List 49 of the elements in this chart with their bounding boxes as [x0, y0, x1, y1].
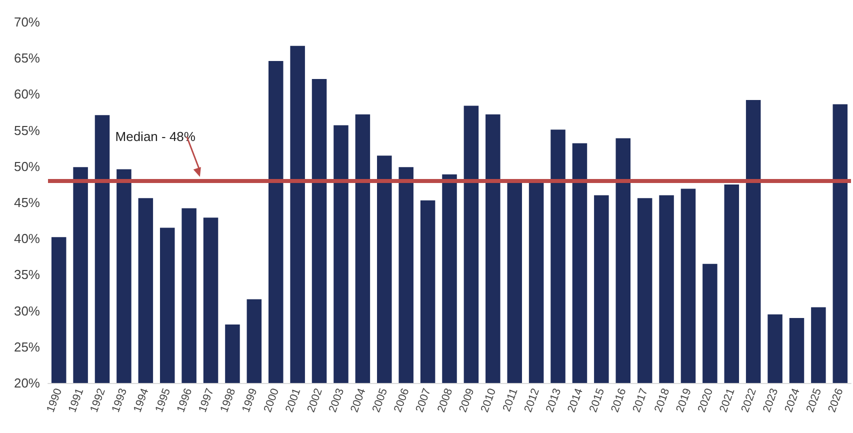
- y-tick-label: 25%: [14, 339, 40, 354]
- x-tick-label: 2005: [370, 386, 390, 414]
- x-tick-label: 2020: [696, 386, 716, 414]
- x-tick-label: 1995: [153, 386, 174, 414]
- y-tick-label: 20%: [14, 376, 40, 390]
- x-tick-label: 1998: [218, 386, 238, 414]
- x-tick-label: 1999: [240, 386, 260, 414]
- x-tick-label: 1993: [110, 386, 130, 414]
- x-tick-label: 2025: [804, 386, 824, 414]
- x-tick-label: 1994: [132, 386, 152, 414]
- x-tick-label: 2024: [782, 386, 802, 414]
- x-tick-label: 1992: [88, 386, 108, 414]
- x-tick-label: 1996: [175, 386, 195, 414]
- y-tick-label: 30%: [14, 303, 40, 318]
- x-tick-label: 2018: [652, 386, 672, 414]
- x-tick-label: 2026: [826, 386, 846, 414]
- x-tick-label: 2022: [739, 386, 759, 414]
- x-tick-label: 2014: [566, 386, 586, 414]
- x-tick-label: 2010: [478, 386, 499, 414]
- x-tick-label: 2011: [500, 386, 520, 414]
- x-tick-label: 2009: [457, 386, 477, 414]
- x-tick-label: 2021: [718, 386, 738, 414]
- y-tick-label: 35%: [14, 267, 40, 282]
- x-tick-label: 1990: [44, 386, 64, 414]
- x-tick-label: 2002: [305, 386, 325, 414]
- x-tick-label: 2023: [761, 386, 781, 414]
- y-tick-label: 55%: [14, 122, 40, 138]
- y-tick-label: 50%: [14, 158, 40, 174]
- x-tick-label: 2008: [435, 386, 456, 414]
- x-tick-label: 2019: [674, 386, 694, 414]
- y-tick-label: 65%: [14, 50, 40, 66]
- x-tick-label: 2004: [348, 386, 368, 414]
- y-tick-label: 40%: [14, 231, 40, 246]
- y-tick-label: 60%: [14, 86, 40, 102]
- y-tick-label: 70%: [14, 14, 40, 30]
- x-tick-label: 2012: [522, 386, 542, 414]
- x-tick-label: 2013: [544, 386, 564, 414]
- x-tick-label: 2001: [284, 386, 304, 414]
- x-tick-label: 2016: [609, 386, 629, 414]
- x-tick-label: 1991: [66, 386, 86, 414]
- x-tick-label: 2015: [587, 386, 608, 414]
- y-tick-label: 45%: [14, 195, 40, 210]
- x-tick-label: 2007: [414, 386, 434, 414]
- x-tick-label: 2000: [262, 386, 282, 414]
- x-tick-label: 1997: [196, 386, 216, 414]
- x-tick-label: 2006: [392, 386, 412, 414]
- ref-line-label: Median - 48%: [115, 128, 196, 144]
- x-tick-label: 2003: [326, 386, 347, 414]
- x-tick-label: 2017: [630, 386, 650, 414]
